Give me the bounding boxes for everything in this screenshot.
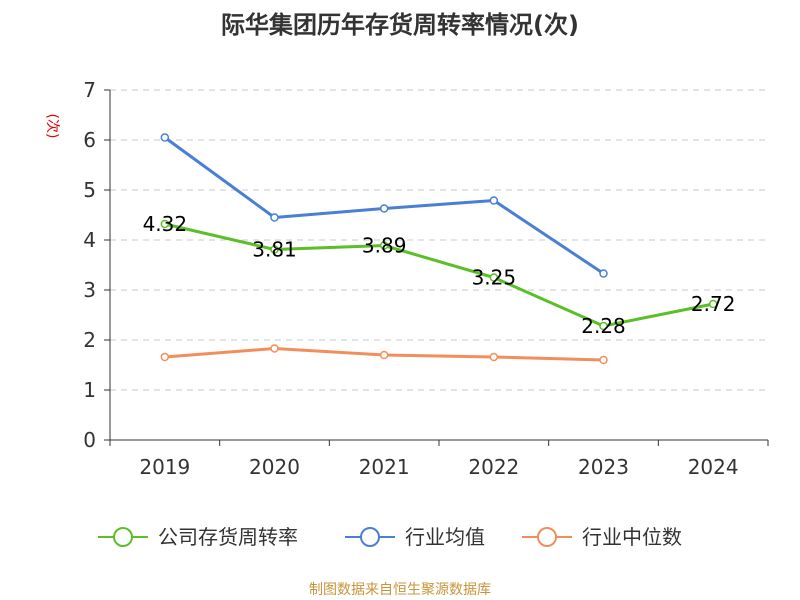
x-tick-label-2024: 2024: [688, 455, 739, 479]
y-tick-label: 3: [83, 278, 96, 302]
series-line-0: [164, 222, 714, 328]
data-point-s0-2019[interactable]: [160, 219, 170, 229]
legend-item-2[interactable]: 行业中位数: [522, 525, 682, 549]
legend[interactable]: 公司存货周转率 行业均值 行业中位数: [98, 525, 682, 549]
y-tick-label: 5: [83, 178, 96, 202]
data-point-s2-2020[interactable]: [270, 344, 279, 353]
y-axis-label: (次): [44, 114, 60, 139]
data-point-s2-2022[interactable]: [489, 352, 499, 362]
data-point-s1-2023[interactable]: [599, 269, 608, 278]
chart-title: 际华集团历年存货周转率情况(次): [221, 11, 579, 39]
legend-marker-icon: [537, 527, 557, 547]
data-labels: 4.32 3.81 3.89 3.25 2.28 2.72: [143, 212, 736, 338]
data-point-s1-2019[interactable]: [160, 133, 170, 142]
data-point-s2-2019[interactable]: [160, 352, 170, 362]
y-tick-label: 1: [83, 378, 96, 402]
x-tick-label-2019: 2019: [139, 455, 190, 479]
x-tick-label-2023: 2023: [578, 455, 629, 479]
data-label-2024: 2.72: [691, 292, 736, 316]
y-tick-label: 2: [83, 328, 96, 352]
data-label-2022: 3.25: [472, 266, 517, 290]
legend-item-1[interactable]: 行业均值: [345, 525, 485, 549]
data-label-2019: 4.32: [143, 212, 188, 236]
data-point-s2-2023[interactable]: [599, 355, 608, 365]
legend-label: 行业均值: [405, 525, 485, 549]
legend-label: 公司存货周转率: [158, 525, 298, 549]
legend-marker-icon: [113, 527, 133, 547]
y-tick-label: 0: [83, 428, 96, 452]
legend-label: 行业中位数: [582, 525, 682, 549]
x-tick-label-2020: 2020: [249, 455, 300, 479]
x-tick-label-2021: 2021: [359, 455, 410, 479]
series: [160, 133, 718, 365]
data-point-s0-2020[interactable]: [270, 245, 279, 254]
data-point-s1-2020[interactable]: [270, 213, 279, 222]
grid-lines: [110, 89, 768, 391]
data-label-2023: 2.28: [581, 314, 626, 338]
data-label-2020: 3.81: [252, 238, 297, 262]
data-point-s0-2021[interactable]: [379, 241, 389, 250]
source-footer: 制图数据来自恒生聚源数据库: [309, 582, 491, 598]
y-tick-label: 7: [83, 78, 96, 102]
data-point-s0-2024[interactable]: [708, 299, 718, 309]
x-tick-label-2022: 2022: [468, 455, 519, 479]
data-point-s1-2021[interactable]: [379, 204, 389, 213]
data-point-s0-2022[interactable]: [489, 273, 499, 282]
y-tick-label: 4: [83, 228, 96, 252]
legend-marker-icon: [360, 527, 380, 547]
axes: 0 1 2 3 4 5 6 7 2019 2020 2021 2022 2023 2024: [83, 78, 769, 479]
data-point-s0-2023[interactable]: [599, 321, 608, 331]
y-tick-label: 6: [83, 128, 96, 152]
data-point-s1-2022[interactable]: [489, 196, 499, 205]
data-label-2021: 3.89: [362, 234, 407, 258]
legend-item-0[interactable]: 公司存货周转率: [98, 525, 298, 549]
data-point-s2-2021[interactable]: [379, 350, 389, 360]
